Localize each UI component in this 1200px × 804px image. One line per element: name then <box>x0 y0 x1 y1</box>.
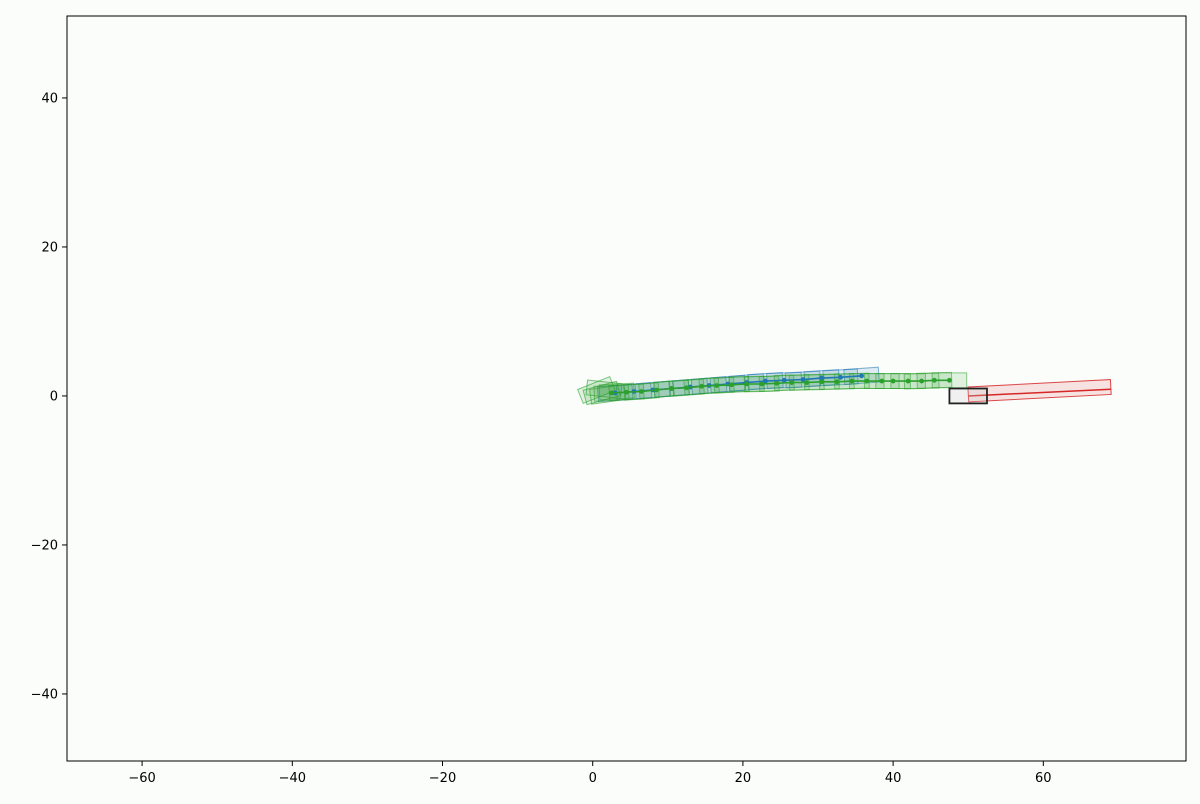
x-tick-label: 60 <box>1035 771 1052 786</box>
trajectory-point-blue <box>819 375 825 381</box>
y-axis-ticks: −40 −20 0 20 40 <box>31 91 67 702</box>
trajectory-point-green <box>699 383 705 389</box>
trajectory-point-blue <box>800 377 806 382</box>
trajectory-point-green <box>849 378 855 384</box>
trajectory-point-green <box>729 382 735 388</box>
y-tick-label: −40 <box>31 687 58 702</box>
trajectory-point-green <box>947 377 952 383</box>
trajectory-point-blue <box>859 373 864 379</box>
ego-box <box>948 387 988 405</box>
x-axis-ticks: −60 −40 −20 0 20 40 60 <box>128 761 1052 786</box>
trajectory-point-green <box>834 379 840 385</box>
x-tick-label: −60 <box>128 771 155 786</box>
y-tick-label: 0 <box>50 389 58 404</box>
trajectory-point-green <box>609 390 614 396</box>
trajectory-point-green <box>624 389 629 395</box>
x-tick-label: 40 <box>885 771 902 786</box>
trajectory-point-green <box>864 378 870 384</box>
trajectory-point-green <box>744 381 750 387</box>
footprint-box <box>582 380 621 406</box>
trajectory-point-green <box>879 378 885 384</box>
red-footprint-box <box>967 379 1112 403</box>
trajectory-line-green <box>611 379 950 394</box>
trajectory-point-green <box>774 380 780 386</box>
chart-marks <box>577 366 1112 406</box>
trajectory-point-green <box>932 377 937 383</box>
x-tick-label: −40 <box>279 771 306 786</box>
trajectory-point-green <box>684 385 689 391</box>
plot-area <box>66 15 1187 762</box>
trajectory-point-green <box>890 378 896 384</box>
trajectory-point-green <box>759 381 765 387</box>
x-tick-label: 0 <box>589 771 597 786</box>
trajectory-point-green <box>714 383 720 388</box>
x-tick-label: −20 <box>429 771 456 786</box>
trajectory-point-green <box>654 387 659 393</box>
y-tick-label: 40 <box>41 91 58 106</box>
x-tick-label: 20 <box>735 771 752 786</box>
trajectory-point-green <box>789 380 795 385</box>
trajectory-point-green <box>919 378 925 384</box>
trajectory-point-green <box>804 380 810 385</box>
trajectory-point-blue <box>838 374 843 380</box>
trajectory-point-blue <box>781 377 787 383</box>
red-path-line <box>968 388 1111 397</box>
trajectory-point-green <box>819 379 825 385</box>
trajectory-point-green <box>669 386 674 391</box>
y-tick-label: 20 <box>41 240 58 255</box>
trajectory-point-blue <box>763 378 768 384</box>
trajectory-point-green <box>905 378 911 384</box>
y-tick-label: −20 <box>31 538 58 553</box>
trajectory-point-green <box>639 389 644 394</box>
